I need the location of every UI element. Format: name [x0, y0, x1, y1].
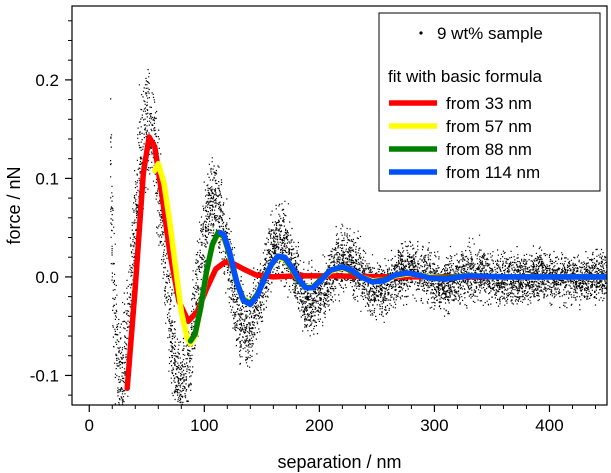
y-axis-title: force / nN	[4, 166, 24, 244]
x-tick-label: 100	[190, 416, 218, 435]
legend-header: fit with basic formula	[388, 67, 543, 86]
legend-label-3: from 88 nm	[446, 140, 532, 159]
x-tick-label: 400	[535, 416, 563, 435]
legend-label-4: from 114 nm	[446, 163, 540, 182]
x-tick-label: 0	[85, 416, 94, 435]
series-layer	[124, 134, 607, 392]
legend-label-1: from 33 nm	[446, 94, 532, 113]
y-tick-label: -0.1	[30, 366, 59, 385]
x-axis-title: separation / nm	[277, 452, 401, 472]
legend-label-2: from 57 nm	[446, 117, 532, 136]
series-line-4	[217, 229, 607, 308]
y-tick-label: 0.2	[35, 71, 59, 90]
y-axis: -0.1 0.0 0.1 0.2	[30, 20, 72, 396]
series-line-1	[124, 134, 607, 392]
x-tick-label: 200	[305, 416, 333, 435]
legend-scatter-marker	[419, 31, 423, 35]
x-tick-label: 300	[420, 416, 448, 435]
x-axis: 0 100 200 300 400	[85, 405, 596, 435]
legend-items: from 33 nm from 57 nm from 88 nm from 114 n…	[389, 94, 540, 182]
y-tick-label: 0.0	[35, 268, 59, 287]
plot-frame	[71, 5, 608, 406]
y-tick-label: 0.1	[35, 169, 59, 188]
legend-scatter-label: 9 wt% sample	[437, 24, 543, 43]
legend: 9 wt% sample fit with basic formula from…	[378, 12, 601, 192]
